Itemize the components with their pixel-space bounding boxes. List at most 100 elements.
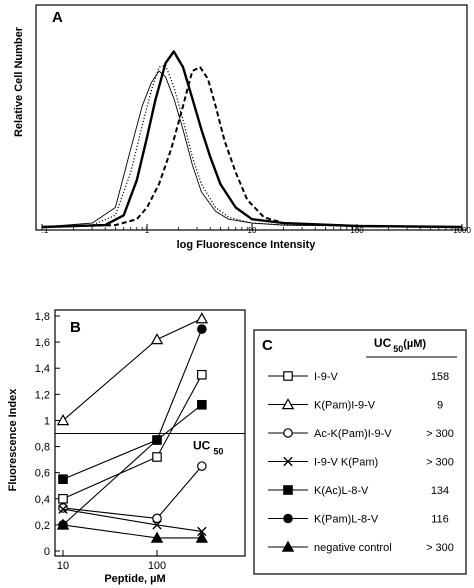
legend-label: K(Ac)L-8-V <box>314 485 369 497</box>
fluorescence-index-y-tick-label: 0,8 <box>35 442 50 454</box>
series-circle-filled <box>58 324 207 530</box>
fluorescence-index-x-tick-label: 10 <box>57 560 69 572</box>
data-point <box>58 474 68 484</box>
fluorescence-index-y-tick-label: 1 <box>44 415 50 427</box>
fluorescence-index-y-tick-label: 0,4 <box>35 494 50 506</box>
histogram-x-axis-title: log Fluorescence Intensity <box>177 239 317 251</box>
fluorescence-index-y-tick-label: 1,2 <box>35 389 50 401</box>
uc50-header-unit: (µM) <box>403 338 426 350</box>
series-line <box>62 328 203 526</box>
histogram-x-tick-label: 1 <box>145 226 150 235</box>
uc50-table-header: UC 50(µM) <box>374 336 427 354</box>
fluorescence-index-y-tick-label: 1,6 <box>35 337 50 349</box>
series-triangle-filled <box>56 518 209 543</box>
data-point <box>197 526 207 537</box>
fluorescence-index-y-tick-label: 0,2 <box>35 520 50 532</box>
data-point <box>195 531 209 543</box>
uc50-table-row: Ac-K(Pam)I-9-V > 300 <box>268 428 454 440</box>
legend-label: Ac-K(Pam)I-9-V <box>314 428 392 440</box>
series-square-open <box>58 369 207 504</box>
data-point <box>152 520 162 530</box>
legend-marker <box>283 513 293 524</box>
fluorescence-index-y-axis-title: Fluorescence Index <box>7 388 19 492</box>
uc50-value: 9 <box>437 400 443 412</box>
uc50-header-subscript: 50 <box>393 344 403 354</box>
data-point <box>56 414 70 426</box>
data-point <box>58 493 68 504</box>
uc50-value: > 300 <box>426 428 454 440</box>
series-line <box>62 524 202 539</box>
series-triangle-open <box>56 312 209 426</box>
data-point <box>195 312 209 324</box>
uc50-value: > 300 <box>426 457 454 469</box>
data-point <box>197 369 207 380</box>
data-point <box>197 324 207 334</box>
legend-label: I-9-V K(Pam) <box>314 457 378 469</box>
fluorescence-index-y-tick-label: 1,8 <box>35 311 50 323</box>
legend-label: K(Pam)L-8-V <box>314 514 379 526</box>
fluorescence-index-y-tick-label: 0 <box>44 546 50 558</box>
data-point <box>152 435 162 445</box>
uc50-table-row: I-9-V 158 <box>268 371 449 383</box>
histogram-y-axis-title: Relative Cell Number <box>13 26 25 137</box>
histogram-x-tick-label: .1 <box>42 226 49 235</box>
data-point <box>152 452 162 462</box>
data-point <box>56 518 70 530</box>
fluorescence-index-x-axis-title: Peptide, µM <box>104 573 165 585</box>
uc50-value: > 300 <box>426 542 454 554</box>
series-square-filled <box>58 399 207 484</box>
uc50-value: 116 <box>431 514 449 526</box>
panel-label-c: C <box>262 337 273 354</box>
series-line <box>62 318 203 421</box>
histogram-x-tick-label: 10 <box>248 226 257 235</box>
legend-marker <box>283 428 293 438</box>
uc50-table-panel: C UC 50(µM) I-9-V 158 K(Pam)I-9-V 9 Ac-K(Pam)… <box>253 329 467 575</box>
uc50-header-main: UC <box>374 336 392 350</box>
histogram-x-tick-label: 100 <box>350 226 364 235</box>
data-point <box>58 504 68 514</box>
uc50-table-row: I-9-V K(Pam) > 300 <box>268 457 454 469</box>
panel-label-a: A <box>52 9 63 26</box>
uc50-table-row: K(Pam)L-8-V 116 <box>268 514 449 526</box>
legend-label: I-9-V <box>314 371 339 383</box>
legend-marker <box>283 371 293 381</box>
fluorescence-index-y-tick-label: 0,6 <box>35 468 50 480</box>
legend-marker <box>283 456 293 467</box>
uc50-table-row: K(Ac)L-8-V 134 <box>268 485 449 497</box>
data-point <box>150 333 164 345</box>
histogram-panel: A Relative Cell Number log Fluorescence … <box>13 4 471 251</box>
fluorescence-index-panel: B Fluorescence Index Peptide, µM 0 0,2 0,4… <box>7 309 246 585</box>
fluorescence-index-series <box>56 312 209 543</box>
data-point <box>152 513 162 524</box>
uc50-table-row: K(Pam)I-9-V 9 <box>268 398 443 412</box>
histogram-curve-dashed <box>41 66 463 228</box>
histogram-curve-thick-solid <box>41 50 463 229</box>
uc50-table-frame <box>253 329 467 575</box>
histogram-curve-dotted <box>41 64 463 228</box>
panel-label-b: B <box>70 319 81 336</box>
uc50-value: 134 <box>431 485 449 497</box>
series-line <box>62 374 203 500</box>
legend-marker <box>281 540 295 552</box>
fluorescence-index-y-ticks: 0 0,2 0,4 0,6 0,8 1 1,2 1,4 1,6 1,8 <box>35 311 60 558</box>
fluorescence-index-x-tick-label: 100 <box>148 560 166 572</box>
uc50-threshold-main: UC <box>193 439 211 453</box>
series-cross <box>58 504 207 537</box>
histogram-frame <box>35 4 468 231</box>
uc50-threshold-label: UC 50 <box>193 439 223 457</box>
series-line <box>62 465 203 519</box>
uc50-threshold-subscript: 50 <box>213 447 223 457</box>
data-point <box>197 461 207 471</box>
data-point <box>58 503 68 513</box>
histogram-x-tick-label: 1000 <box>453 226 471 235</box>
data-point <box>150 531 164 543</box>
legend-label: K(Pam)I-9-V <box>314 400 376 412</box>
uc50-value: 158 <box>431 371 449 383</box>
legend-marker <box>283 485 293 495</box>
fluorescence-index-x-ticks: 10 100 <box>57 550 166 572</box>
series-circle-open <box>58 461 207 524</box>
fluorescence-index-y-tick-label: 1,4 <box>35 363 50 375</box>
histogram-curves <box>41 50 463 229</box>
